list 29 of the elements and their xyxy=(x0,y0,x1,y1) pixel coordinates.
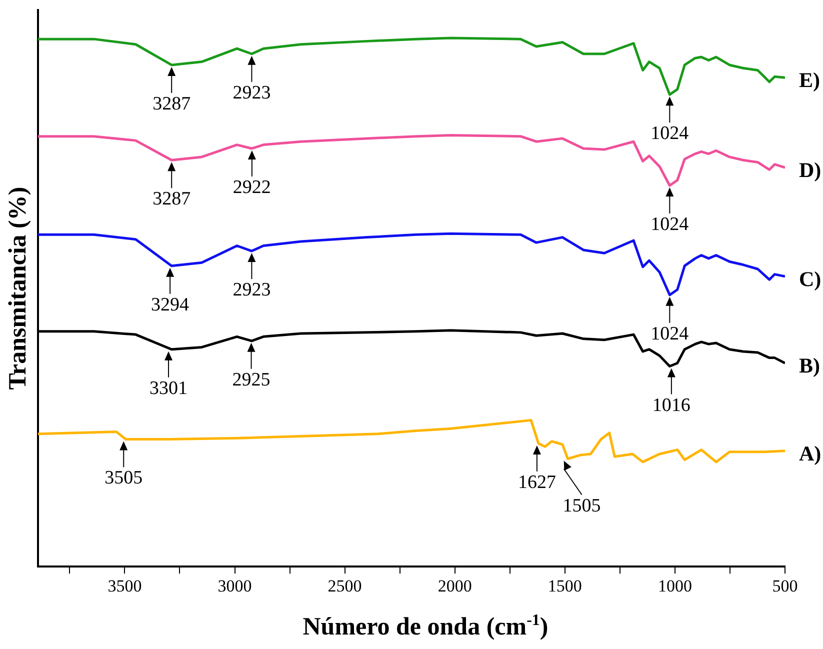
annotation: 2923 xyxy=(232,280,271,301)
series-label: A) xyxy=(799,441,822,466)
annotation: 1505 xyxy=(562,495,601,516)
series-label: E) xyxy=(799,68,820,92)
annotation: 3287 xyxy=(152,188,191,210)
x-tick-label: 1000 xyxy=(658,576,692,596)
series-label: B) xyxy=(799,354,820,378)
annotation: 2923 xyxy=(232,82,271,104)
annotation: 1627 xyxy=(518,472,556,493)
annotation: 3294 xyxy=(151,294,190,316)
x-tick-label: 2000 xyxy=(438,576,472,596)
annotation: 1024 xyxy=(650,323,690,344)
annotation: 3287 xyxy=(152,93,191,114)
annotation: 3505 xyxy=(104,468,143,489)
x-axis-title: Número de onda (cm$^{-1}$) xyxy=(302,612,550,642)
x-tick-label: 500 xyxy=(772,576,798,596)
annotation: 1024 xyxy=(650,123,690,144)
annotation: 1016 xyxy=(652,394,690,416)
annotation: 2925 xyxy=(232,369,270,390)
annotation: 1024 xyxy=(650,214,690,235)
x-tick-label: 3500 xyxy=(108,576,142,596)
y-axis-title: Transmitancia (%) xyxy=(4,186,32,390)
x-tick-label: 2500 xyxy=(328,576,362,596)
annotation: 3301 xyxy=(150,378,188,399)
series-label: D) xyxy=(799,158,822,182)
x-tick-label: 1500 xyxy=(548,576,582,596)
x-tick-label: 3000 xyxy=(218,576,252,596)
series-label: C) xyxy=(799,266,822,291)
annotation: 2922 xyxy=(232,176,271,198)
